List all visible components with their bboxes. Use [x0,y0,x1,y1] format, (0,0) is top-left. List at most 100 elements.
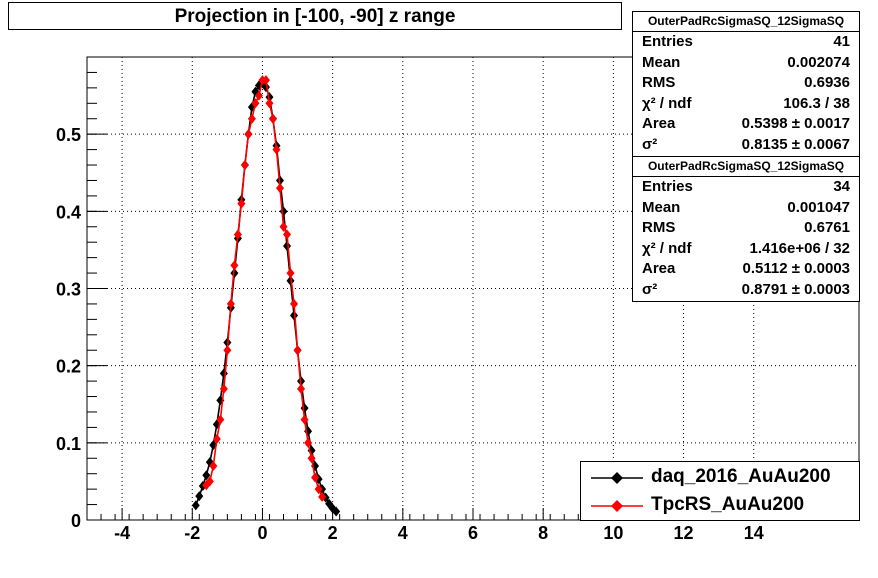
legend-label-daq: daq_2016_AuAu200 [651,466,831,487]
stats-value: 0.6761 [804,219,850,237]
data-point [212,433,221,444]
data-point [268,113,277,124]
data-point [247,113,256,124]
data-point [290,310,299,321]
data-point [293,345,302,356]
stats-header: OuterPadRcSigmaSQ_12SigmaSQ [633,12,859,32]
data-point [290,298,299,309]
stats-row-chi2: χ² / ndf 1.416e+06 / 32 [633,239,859,260]
data-point [311,472,320,483]
x-tick-label: 6 [468,523,478,543]
stats-row-chi2: χ² / ndf 106.3 / 38 [633,94,859,115]
data-point [279,221,288,232]
stats-row-sigma2: σ² 0.8791 ± 0.0003 [633,280,859,301]
data-point [276,183,284,194]
x-tick-label: 10 [603,523,623,543]
stats-value: 0.6936 [804,74,850,92]
series-daq [191,78,341,517]
data-point [297,383,306,394]
data-point [216,414,225,425]
data-point [314,484,323,495]
data-point [304,437,313,448]
stats-value: 0.5398 ± 0.0017 [741,115,850,133]
stats-label: Entries [642,33,693,50]
data-point [265,98,274,109]
legend-label-tpcrs: TpcRS_AuAu200 [651,494,805,515]
stats-header: OuterPadRcSigmaSQ_12SigmaSQ [633,157,859,177]
stats-label: RMS [642,219,676,237]
data-point [209,460,218,471]
data-point [251,98,260,109]
y-tick-label: 0.2 [56,357,81,377]
stats-value: 41 [833,33,850,50]
data-point [300,403,309,414]
chart-title: Projection in [-100, -90] z range [8,2,622,30]
data-point [244,129,253,140]
stats-label: Mean [642,53,681,71]
y-tick-label: 0.5 [56,125,81,145]
stats-label: σ² [642,135,658,153]
stats-value: 0.8791 ± 0.0003 [741,280,850,298]
series-line [195,82,337,513]
stats-row-mean: Mean 0.002074 [633,53,859,74]
data-point [279,206,288,217]
stats-label: Area [642,115,676,133]
data-point [261,75,270,86]
stats-row-rms: RMS 0.6936 [633,73,859,94]
data-point [332,506,341,517]
x-tick-label: 8 [538,523,548,543]
axes: -4 -2 0 2 4 6 8 10 12 14 0 0.1 0.2 0.3 0.4 0.5 [56,56,860,543]
data-point [219,383,228,394]
stats-value: 0.8135 ± 0.0067 [741,135,850,153]
data-point [195,491,204,502]
stats-row-sigma2: σ² 0.8135 ± 0.0067 [633,135,859,156]
x-tick-label: 14 [744,523,764,543]
y-tick-label: 0 [71,511,81,531]
data-point [300,414,309,425]
legend-item-daq: daq_2016_AuAu200 [581,464,859,492]
data-point [283,229,292,240]
x-tick-label: 4 [398,523,408,543]
y-tick-label: 0.1 [56,434,81,454]
data-point [191,500,200,511]
data-point [202,470,211,481]
data-point [226,298,235,309]
data-point [205,476,214,487]
data-point [286,275,295,286]
legend: daq_2016_AuAu200 TpcRS_AuAu200 [580,461,860,521]
stats-label: RMS [642,74,676,92]
data-point [237,198,246,209]
data-point [219,368,228,379]
stats-row-area: Area 0.5112 ± 0.0003 [633,259,859,280]
data-point [307,453,316,464]
stats-value: 1.416e+06 / 32 [749,239,850,257]
data-point [240,160,249,171]
data-point [223,345,232,356]
data-point [230,260,239,271]
stats-row-entries: Entries 34 [633,177,859,198]
data-point [318,491,327,502]
stats-value: 0.5112 ± 0.0003 [742,260,851,278]
stats-row-rms: RMS 0.6761 [633,218,859,239]
stats-row-mean: Mean 0.001047 [633,198,859,219]
legend-marker-daq [591,472,643,484]
data-point [286,268,295,279]
data-point [272,144,281,155]
x-tick-label: -4 [114,523,130,543]
y-tick-label: 0.4 [56,202,81,222]
stats-box-daq: OuterPadRcSigmaSQ_12SigmaSQ Entries 41 Me… [632,11,860,157]
x-tick-label: 2 [328,523,338,543]
stats-label: σ² [642,280,658,298]
stats-box-tpcrs: OuterPadRcSigmaSQ_12SigmaSQ Entries 34 Me… [632,156,860,302]
legend-item-tpcrs: TpcRS_AuAu200 [581,492,859,520]
series-tpcrs [202,75,327,502]
y-tick-label: 0.3 [56,280,81,300]
stats-label: Mean [642,198,681,216]
stats-value: 106.3 / 38 [783,94,850,112]
stats-value: 0.002074 [787,53,850,71]
data-point [233,229,242,240]
data-point [254,90,263,101]
x-tick-label: 12 [674,523,694,543]
stats-row-entries: Entries 41 [633,32,859,53]
x-tick-label: -2 [184,523,200,543]
